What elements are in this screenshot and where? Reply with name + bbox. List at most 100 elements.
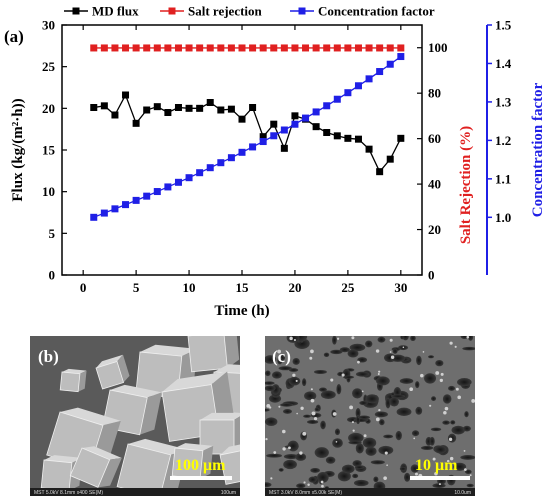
data-point [206, 44, 214, 52]
legend-marker [168, 7, 176, 15]
crystal [219, 440, 240, 485]
pore [304, 391, 317, 401]
fiber-node [448, 437, 453, 441]
data-point [90, 104, 98, 111]
concentration-tick-label: 1.0 [495, 210, 511, 225]
fiber-node [273, 451, 277, 454]
fiber-node [292, 373, 296, 377]
data-point [376, 68, 384, 76]
data-point [174, 44, 182, 52]
fiber-node [449, 341, 453, 345]
sem-image-c: MST 3.0kV 8.0mm x5.00k SE(M) 10.0um (c) … [265, 336, 475, 496]
pore [282, 409, 293, 414]
concentration-tick-label: 1.3 [495, 94, 512, 109]
x-axis-title: Time (h) [214, 303, 269, 319]
data-point [217, 106, 225, 114]
salt-rejection-tick-label: 100 [428, 40, 448, 55]
concentration-tick-label: 1.5 [495, 18, 512, 33]
pore [265, 482, 272, 488]
fiber-node [321, 484, 324, 488]
fiber-node [435, 371, 440, 375]
data-point [270, 44, 278, 52]
pore [330, 349, 343, 355]
pore [354, 465, 365, 470]
pore [415, 381, 420, 389]
data-point [132, 119, 140, 127]
data-point [323, 44, 331, 52]
data-point [143, 192, 151, 200]
data-point [153, 103, 161, 111]
data-point [111, 44, 119, 52]
salt-rejection-tick-label: 60 [428, 131, 441, 146]
data-point [259, 138, 267, 146]
data-point [132, 44, 140, 52]
pore [314, 447, 329, 458]
pore [365, 340, 373, 348]
series-concentration-factor [90, 53, 405, 221]
pore [378, 445, 394, 455]
fiber-node [439, 378, 443, 383]
left-y-axis: 0 5 10 15 20 25 30 [42, 18, 67, 283]
pore [435, 359, 444, 367]
fiber-node [361, 390, 364, 393]
data-point [217, 44, 225, 52]
x-tick-label: 15 [236, 280, 250, 295]
fiber-node [300, 406, 304, 410]
data-point [143, 106, 151, 114]
data-point [238, 44, 246, 52]
pore [332, 336, 337, 345]
fiber-node [336, 337, 340, 340]
series-line [93, 56, 402, 218]
sem-image-b: MST 5.0kV 8.1mm x400 SE(M) 100um (b) 100… [30, 336, 240, 496]
fiber-node [377, 372, 380, 375]
concentration-factor-axis: 1.0 1.1 1.2 1.3 1.4 1.5 [486, 18, 512, 275]
fiber-node [277, 349, 282, 354]
pore [332, 438, 343, 448]
left-y-tick-label: 30 [42, 18, 55, 33]
data-point [386, 155, 394, 163]
pore [385, 397, 391, 409]
pore [303, 414, 311, 418]
fiber-node [330, 378, 334, 382]
left-y-tick-label: 25 [42, 59, 56, 74]
fiber-node [303, 481, 306, 484]
salt-rejection-tick-label: 0 [428, 268, 435, 283]
fiber-node [351, 336, 355, 340]
fiber-node [266, 403, 271, 408]
data-point [376, 168, 384, 176]
fiber-node [449, 456, 454, 461]
fiber-node [415, 472, 418, 476]
pore [395, 430, 402, 441]
data-point [90, 213, 98, 221]
sem-c-footer: MST 3.0kV 8.0mm x5.00k SE(M) [269, 490, 342, 496]
crystal [95, 354, 130, 390]
data-point [196, 169, 204, 177]
fiber-node [349, 405, 354, 410]
pore [308, 476, 317, 483]
data-point [354, 82, 362, 90]
salt-rejection-tick-label: 80 [428, 86, 441, 101]
pore [352, 388, 363, 399]
pore [265, 417, 278, 426]
pore [348, 432, 364, 443]
pore [339, 347, 350, 353]
pore [410, 336, 416, 342]
pore [430, 427, 442, 432]
fiber-node [389, 351, 392, 353]
data-point [333, 132, 341, 140]
fiber-node [457, 395, 461, 400]
data-point [354, 135, 362, 143]
data-point [217, 159, 225, 167]
pore [365, 394, 379, 404]
data-point [323, 102, 331, 110]
pore [317, 472, 329, 483]
data-point [386, 60, 394, 68]
pore [265, 355, 277, 364]
pore [442, 394, 452, 404]
data-point [365, 75, 373, 83]
fiber-node [351, 421, 354, 424]
pore [278, 366, 293, 371]
panel-c-label: (c) [272, 347, 291, 366]
salt-rejection-axis-title: Salt Rejection (%) [458, 126, 474, 244]
